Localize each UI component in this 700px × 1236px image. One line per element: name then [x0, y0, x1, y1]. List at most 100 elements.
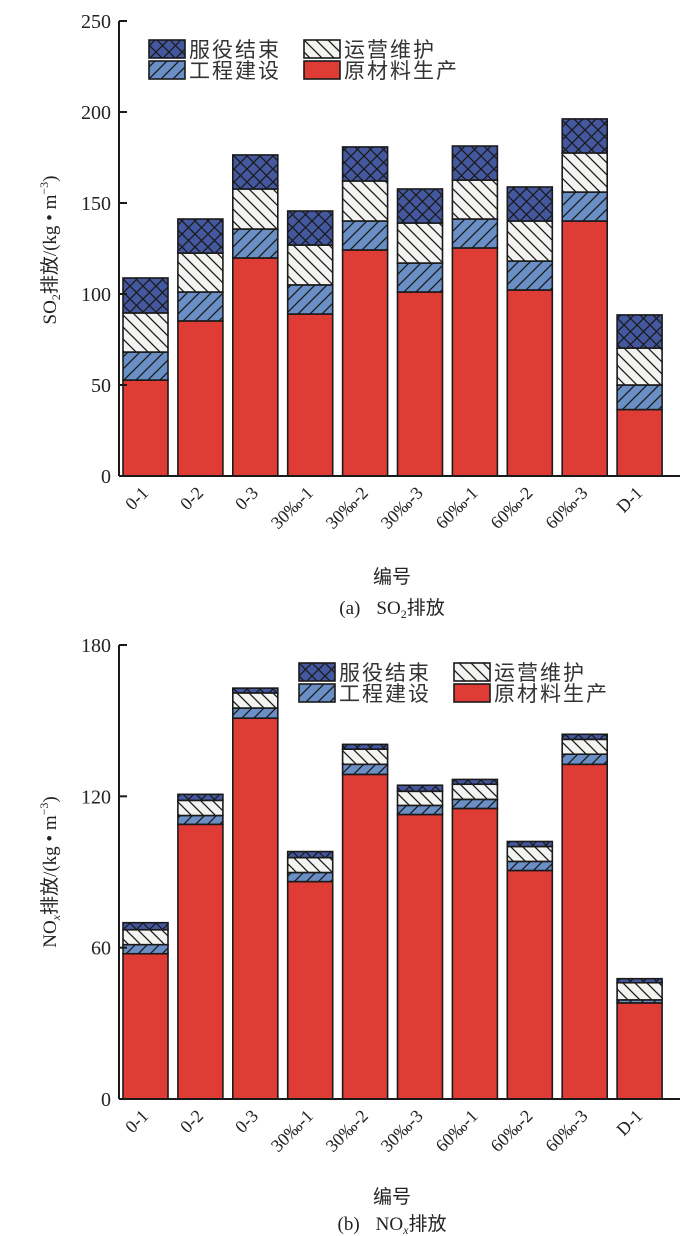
legend-swatch [298, 683, 336, 703]
legend-label: 运营维护 [344, 38, 436, 62]
so2-bar-segment-endoflife [177, 218, 224, 254]
so2-bar-stack [616, 314, 663, 477]
nox-x-tick-label: 0-3 [231, 1106, 262, 1137]
so2-bar-stack [122, 277, 169, 477]
so2-bar-segment-operation [122, 312, 169, 353]
nox-bar-segment-operation [341, 748, 389, 766]
legend-label: 原材料生产 [494, 682, 609, 706]
nox-bar-segment-endoflife [232, 687, 279, 694]
nox-bar-stack [396, 784, 444, 1100]
so2-bar-segment-operation [561, 152, 609, 193]
nox-bar-segment-endoflife [616, 977, 663, 984]
so2-bar-segment-operation [396, 222, 444, 264]
so2-bar-stack [561, 118, 609, 477]
so2-caption: (a) SO2排放 [339, 597, 444, 621]
so2-bar-segment-raw [122, 379, 169, 477]
so2-legend-item-construction: 工程建设 [148, 59, 281, 83]
nox-x-tick-label: 60‰-1 [432, 1106, 482, 1156]
nox-bar-segment-construction [177, 814, 224, 826]
nox-bar-segment-endoflife [451, 778, 499, 786]
so2-bar-segment-raw [232, 257, 279, 477]
so2-y-axis-title: SO2排放/(kg • m−3) [37, 176, 63, 325]
so2-x-tick-label: 0-2 [176, 483, 207, 514]
legend-label: 服役结束 [339, 661, 431, 685]
so2-bar-stack [177, 218, 224, 477]
legend-label: 运营维护 [494, 661, 586, 685]
nox-bar-segment-operation [451, 783, 499, 801]
nox-bar-segment-endoflife [341, 743, 389, 750]
so2-x-tick-label: D-1 [612, 483, 646, 517]
nox-bar-stack [616, 977, 663, 1100]
nox-x-axis-title: 编号 [373, 1186, 411, 1208]
so2-y-tick-label: 50 [91, 375, 111, 397]
nox-bar-segment-construction [232, 707, 279, 719]
nox-bar-stack [232, 687, 279, 1100]
nox-x-tick-label: 30‰-1 [267, 1106, 317, 1156]
nox-y-axis-title: NOx排放/(kg • m−3) [37, 796, 63, 947]
so2-bar-segment-endoflife [232, 154, 279, 190]
so2-chart: 0-1 0-2 0-3 30‰-1 30‰-2 30‰-3 60‰-1 60‰-2 60‰-3 D… [37, 11, 680, 621]
nox-bar-segment-raw [561, 763, 609, 1100]
legend-swatch [303, 60, 341, 80]
so2-bar-segment-construction [616, 384, 663, 411]
so2-bar-segment-operation [286, 244, 334, 286]
nox-bar-segment-raw [232, 717, 279, 1100]
nox-y-tick-label: 180 [81, 635, 111, 657]
so2-x-tick-label: 30‰-1 [267, 483, 317, 533]
nox-bar-segment-operation [396, 790, 444, 807]
legend-label: 原材料生产 [344, 59, 459, 83]
so2-bar-segment-operation [341, 180, 389, 222]
so2-bar-segment-operation [506, 220, 554, 262]
nox-bar-segment-operation [506, 845, 554, 863]
nox-bar-stack [341, 743, 389, 1100]
nox-x-tick-label: 0-1 [121, 1106, 152, 1137]
so2-bar-stack [286, 210, 334, 477]
so2-bar-segment-raw [451, 247, 499, 477]
so2-bar-segment-endoflife [341, 146, 389, 182]
nox-bar-segment-raw [506, 869, 554, 1100]
nox-bar-segment-construction [341, 763, 389, 776]
nox-bar-segment-raw [451, 807, 499, 1100]
nox-bar-segment-endoflife [396, 784, 444, 793]
legend-swatch [303, 39, 341, 59]
so2-bar-segment-construction [286, 284, 334, 315]
so2-bar-segment-raw [506, 289, 554, 477]
so2-x-axis-title: 编号 [373, 566, 411, 588]
nox-y-tick-label: 120 [81, 786, 111, 808]
nox-bar-segment-construction [122, 943, 169, 955]
nox-y-tick-label: 0 [101, 1089, 111, 1111]
nox-bar-segment-raw [616, 1002, 663, 1100]
nox-bar-segment-operation [177, 799, 224, 817]
so2-bar-segment-endoflife [396, 188, 444, 224]
so2-y-tick-label: 100 [81, 284, 111, 306]
so2-bar-segment-raw [341, 249, 389, 477]
so2-legend-item-endoflife: 服役结束 [148, 38, 279, 62]
nox-x-tick-label: 0-2 [176, 1106, 207, 1137]
so2-bars [122, 118, 663, 477]
so2-x-tick-label: 60‰-2 [486, 483, 536, 533]
so2-x-tick-label: 60‰-1 [432, 483, 482, 533]
so2-legend-item-operation: 运营维护 [303, 38, 436, 62]
so2-bar-segment-construction [506, 260, 554, 291]
nox-bar-segment-raw [341, 773, 389, 1100]
nox-bar-segment-endoflife [286, 850, 334, 859]
so2-bar-segment-endoflife [561, 118, 609, 154]
so2-bar-stack [341, 146, 389, 477]
nox-bar-segment-operation [561, 738, 609, 756]
nox-bars [122, 687, 663, 1100]
so2-bar-segment-construction [232, 228, 279, 259]
so2-y-tick-label: 200 [81, 102, 111, 124]
nox-bar-segment-endoflife [122, 921, 169, 931]
legend-label: 工程建设 [189, 59, 281, 83]
legend-swatch [453, 662, 491, 682]
legend-swatch [148, 60, 186, 80]
nox-bar-segment-operation [616, 981, 663, 1001]
so2-bar-segment-construction [341, 220, 389, 251]
so2-y-tick-label: 0 [101, 466, 111, 488]
nox-bar-stack [451, 778, 499, 1100]
so2-legend-item-raw: 原材料生产 [303, 59, 459, 83]
nox-x-tick-label: 30‰-3 [377, 1106, 427, 1156]
